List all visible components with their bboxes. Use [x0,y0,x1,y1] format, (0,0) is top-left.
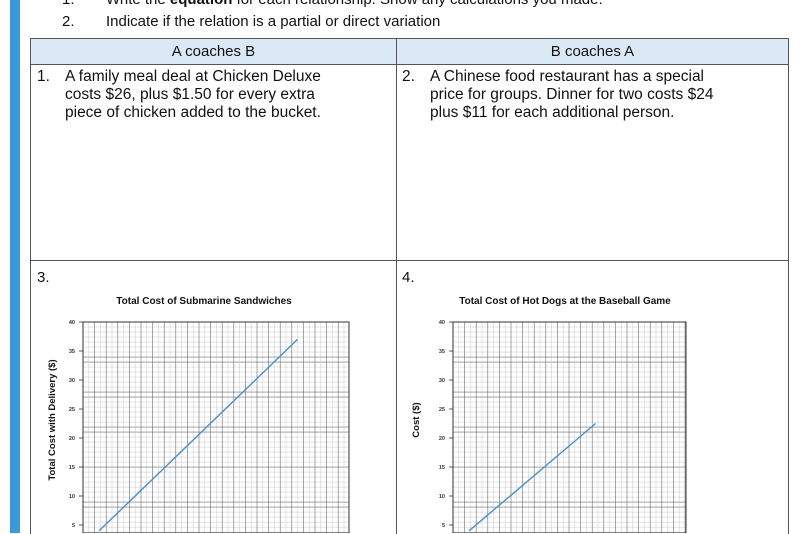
y-tick-label: 40 [439,320,445,326]
series-line [468,422,597,532]
problem-1-line-2: costs $26, plus $1.50 for every extra [65,86,315,103]
plot-border [82,321,350,533]
y-tick-label: 15 [439,465,445,471]
problem-2-text: A Chinese food restaurant has a special … [430,68,713,122]
y-tick-label: 35 [439,349,445,355]
left-accent-bar [10,0,20,533]
series-line [98,338,298,532]
problem-1-number: 1. [37,68,50,85]
y-tick-label: 35 [69,349,75,355]
y-tick-label: 25 [69,407,75,413]
plot-border [452,321,687,533]
problem-1-text: A family meal deal at Chicken Deluxe cos… [65,68,321,122]
header-a-coaches-b: A coaches B [31,39,397,65]
row-divider [31,260,788,261]
y-axis-label: Cost ($) [411,402,422,437]
problem-2-number: 2. [402,68,415,85]
instruction-1-bold: equation [170,0,233,8]
y-tick-label: 20 [69,436,75,442]
instruction-1-pre: Write the [106,0,170,8]
worksheet-table: A coaches B B coaches A 1. A family meal… [30,38,789,534]
instruction-2-number: 2. [62,13,75,30]
cell-3-number: 3. [37,269,50,286]
y-tick-label: 30 [439,378,445,384]
problem-1-line-3: piece of chicken added to the bucket. [65,104,321,121]
y-axis-label: Total Cost with Delivery ($) [47,359,58,480]
y-tick-label: 10 [439,494,445,500]
column-divider [396,64,397,534]
y-tick-label: 5 [442,523,445,529]
y-tick-label: 5 [72,523,75,529]
instruction-1-number: 1. [62,0,106,8]
problem-1-line-1: A family meal deal at Chicken Deluxe [65,68,321,85]
header-b-coaches-a: B coaches A [397,39,788,65]
y-tick-label: 30 [69,378,75,384]
y-tick-label: 25 [439,407,445,413]
y-tick-label: 10 [69,494,75,500]
instruction-1: 1.Write the equation for each relationsh… [62,0,603,8]
instruction-1-post: for each relationship. Show any calculat… [232,0,603,8]
cell-4-number: 4. [402,269,415,286]
chart-title: Total Cost of Submarine Sandwiches [116,296,292,307]
y-tick-label: 40 [69,320,75,326]
chart-title: Total Cost of Hot Dogs at the Baseball G… [459,296,671,307]
problem-2-line-3: plus $11 for each additional person. [430,104,675,121]
problem-2-line-2: price for groups. Dinner for two costs $… [430,86,714,103]
problem-2-line-1: A Chinese food restaurant has a special [430,68,705,85]
instruction-2-text: Indicate if the relation is a partial or… [106,13,441,30]
y-tick-label: 20 [439,436,445,442]
y-tick-label: 15 [69,465,75,471]
instruction-2: 2. Indicate if the relation is a partial … [62,13,440,30]
